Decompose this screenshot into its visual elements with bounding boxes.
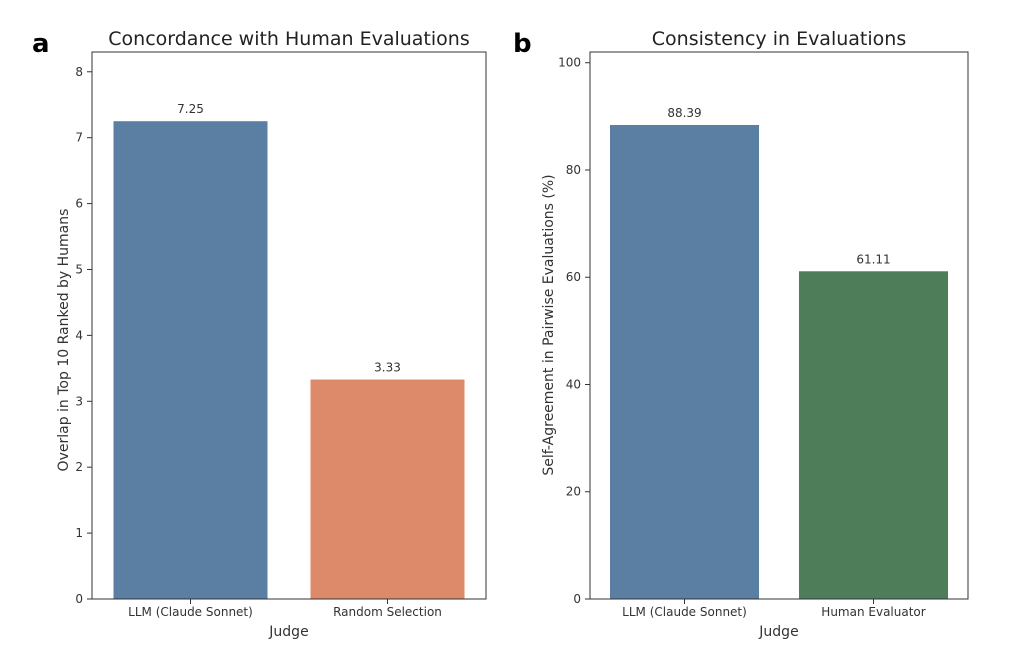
bars-a	[113, 121, 465, 599]
y-tick-label: 0	[75, 592, 83, 606]
y-axis-label-b: Self-Agreement in Pairwise Evaluations (…	[541, 174, 557, 475]
bar-value-label: 88.39	[667, 106, 701, 120]
y-tick-label: 8	[75, 65, 83, 79]
x-tick-label: LLM (Claude Sonnet)	[128, 605, 253, 619]
panel-letter-b: b	[513, 29, 532, 59]
plot-frame-b	[589, 51, 969, 600]
chart-title-a: Concordance with Human Evaluations	[108, 28, 469, 50]
y-tick-label: 4	[75, 328, 83, 342]
y-tick-label: 2	[75, 460, 83, 474]
panel-letter-a: a	[32, 29, 50, 59]
x-ticks-a: LLM (Claude Sonnet) Random Selection	[128, 599, 442, 619]
y-tick-label: 0	[573, 592, 581, 606]
y-ticks-b: 0 20 40 60 80 100	[558, 56, 590, 606]
value-labels-a: 7.25 3.33	[177, 102, 401, 374]
y-tick-label: 5	[75, 262, 83, 276]
plot-frame-a	[91, 51, 487, 600]
x-axis-label-a: Judge	[268, 624, 308, 640]
x-axis-label-b: Judge	[758, 624, 798, 640]
bar-value-label: 7.25	[177, 102, 204, 116]
y-ticks-a: 0 1 2 3 4 5 6 7 8	[75, 65, 92, 606]
bars-b	[610, 124, 948, 599]
y-tick-label: 60	[566, 270, 581, 284]
bar	[610, 124, 759, 599]
y-tick-label: 6	[75, 197, 83, 211]
value-labels-b: 88.39 61.11	[667, 106, 890, 266]
x-ticks-b: LLM (Claude Sonnet) Human Evaluator	[622, 599, 926, 619]
bar-value-label: 3.33	[374, 361, 401, 375]
panel-b: b Consistency in Evaluations Self-Agreem…	[513, 28, 969, 640]
bar	[113, 121, 268, 599]
x-tick-label: Random Selection	[333, 605, 442, 619]
y-axis-label-a: Overlap in Top 10 Ranked by Humans	[56, 209, 72, 472]
y-tick-label: 7	[75, 131, 83, 145]
y-tick-label: 3	[75, 394, 83, 408]
y-tick-label: 40	[566, 377, 581, 391]
chart-title-b: Consistency in Evaluations	[652, 28, 906, 50]
panel-a: a Concordance with Human Evaluations Ove…	[32, 28, 487, 640]
bar	[310, 379, 465, 599]
y-tick-label: 80	[566, 163, 581, 177]
y-tick-label: 1	[75, 526, 83, 540]
y-tick-label: 20	[566, 485, 581, 499]
x-tick-label: Human Evaluator	[821, 605, 925, 619]
bar	[799, 271, 948, 599]
x-tick-label: LLM (Claude Sonnet)	[622, 605, 747, 619]
y-tick-label: 100	[558, 56, 581, 70]
bar-value-label: 61.11	[856, 252, 890, 266]
